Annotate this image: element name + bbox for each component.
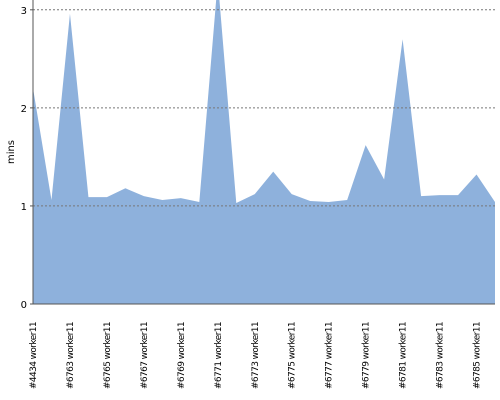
x-tick-label: #6779 worker11 xyxy=(362,322,372,389)
x-tick-label: #6771 worker11 xyxy=(214,322,224,389)
y-axis-label: mins xyxy=(6,140,17,164)
x-tick-label: #6777 worker11 xyxy=(325,322,335,389)
y-tick-label: 2 xyxy=(21,104,27,115)
y-tick-label: 3 xyxy=(21,6,27,17)
x-tick-label: #4434 worker11 xyxy=(29,322,39,389)
x-tick-label: #6775 worker11 xyxy=(288,322,298,389)
x-tick-label: #6763 worker11 xyxy=(66,322,76,389)
x-tick-label: #6765 worker11 xyxy=(103,322,113,389)
x-tick-label: #6781 worker11 xyxy=(399,322,409,389)
y-tick-label: 1 xyxy=(21,202,27,213)
x-tick-label: #6767 worker11 xyxy=(140,322,150,389)
x-tick-label: #6773 worker11 xyxy=(251,322,261,389)
area xyxy=(33,0,495,304)
x-tick-label: #6769 worker11 xyxy=(177,322,187,389)
x-tick-label: #6785 worker11 xyxy=(473,322,483,389)
x-tick-label: #6783 worker11 xyxy=(436,322,446,389)
y-tick-label: 0 xyxy=(21,300,27,311)
